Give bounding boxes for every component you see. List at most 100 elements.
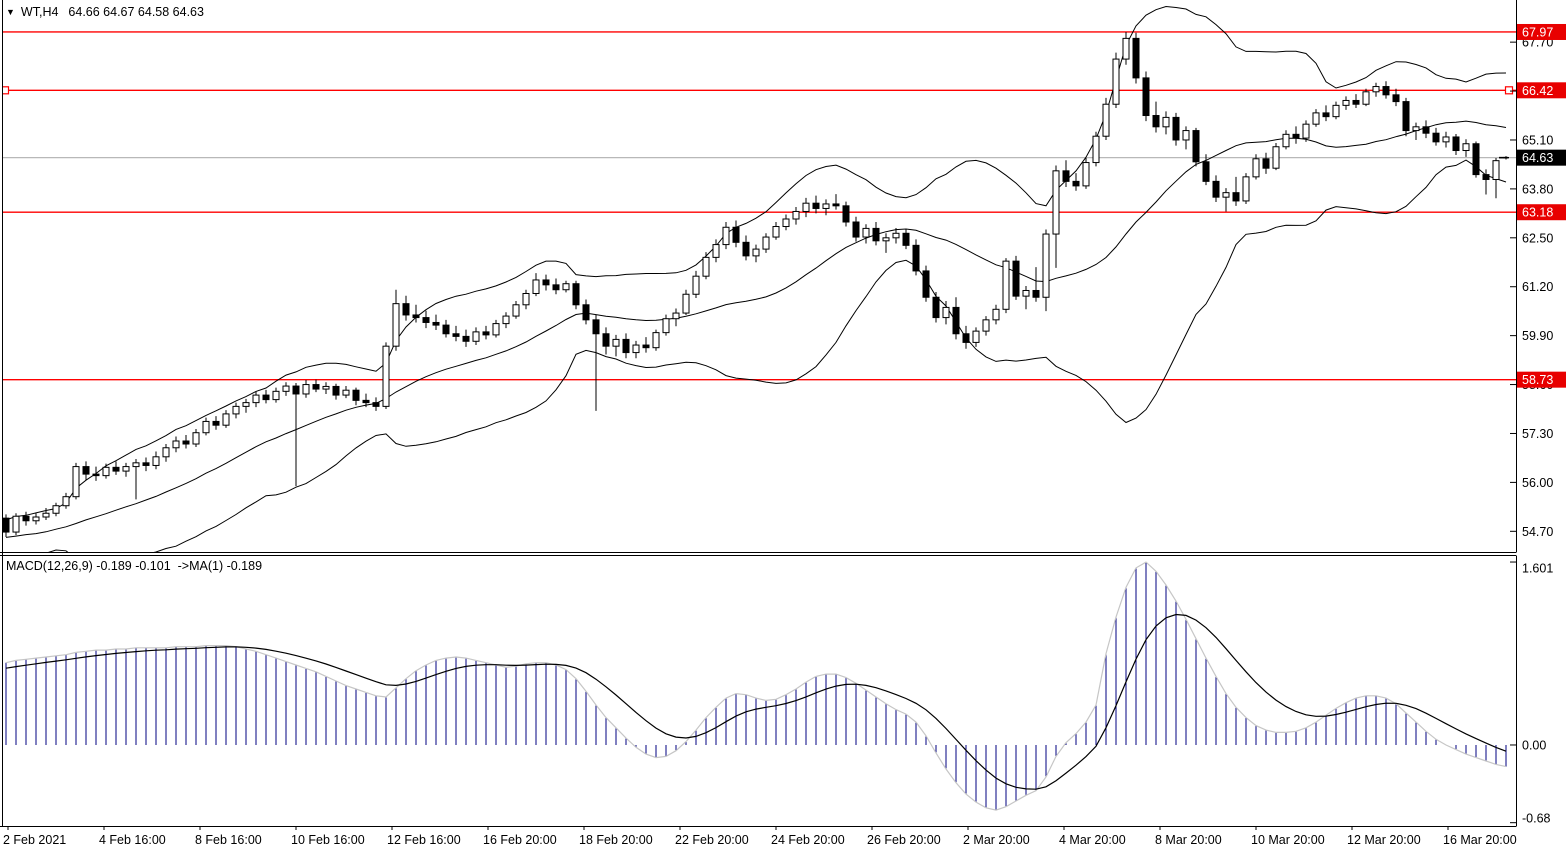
- candle-body-bull: [1242, 176, 1250, 202]
- candle-body-bear: [812, 202, 820, 209]
- candle-body-bull: [652, 332, 660, 349]
- candle-body-bull: [272, 390, 280, 401]
- candle-body-bull: [512, 304, 520, 317]
- bollinger-middle-band[interactable]: [5, 120, 1507, 538]
- candle-body-bull: [1302, 123, 1310, 139]
- main-chart-layer: [2, 5, 1516, 562]
- candle-body-bear: [1132, 37, 1140, 79]
- candle-body-bear: [1452, 136, 1460, 152]
- panel-splitter-handle[interactable]: [0, 550, 1516, 558]
- candle-body-bear: [842, 205, 850, 223]
- macd-chart-surface[interactable]: [2, 557, 1516, 826]
- candle-body-bear: [1072, 180, 1080, 187]
- candle-body-bear: [1032, 289, 1040, 298]
- macd-tick-label: 1.601: [1522, 562, 1553, 576]
- candle-body-bear: [582, 304, 590, 321]
- time-tick-label: 10 Mar 20:00: [1251, 833, 1325, 847]
- candle-body-bear: [932, 296, 940, 319]
- hline-selection-marker[interactable]: [2, 86, 10, 95]
- candle-body-bear: [572, 283, 580, 306]
- time-tick-label: 24 Feb 20:00: [771, 833, 845, 847]
- candle-body-bull: [252, 394, 260, 404]
- candle-body-bull: [892, 232, 900, 239]
- candle-body-bull: [72, 466, 80, 498]
- bollinger-lower-band[interactable]: [6, 159, 1507, 562]
- candle-body-bear: [182, 440, 190, 445]
- candle-body-bull: [302, 384, 310, 395]
- time-axis-surface[interactable]: [0, 827, 1566, 850]
- candle-body-bull: [1002, 260, 1010, 310]
- time-tick-label: 12 Mar 20:00: [1347, 833, 1421, 847]
- price-badge-label: 58.73: [1522, 373, 1553, 387]
- candle-body-bull: [992, 308, 1000, 321]
- price-tick-label: 59.90: [1522, 329, 1553, 343]
- candle-body-bear: [1422, 126, 1430, 134]
- candle-body-bull: [1412, 126, 1420, 132]
- time-tick-label: 2 Mar 20:00: [963, 833, 1030, 847]
- candle-body-bear: [732, 226, 740, 243]
- candle-body-bull: [1182, 130, 1190, 141]
- candle-body-bear: [1402, 101, 1410, 132]
- price-axis-surface[interactable]: [1517, 0, 1566, 826]
- candle-body-bear: [1292, 133, 1300, 139]
- candle-body-bear: [962, 333, 970, 343]
- candle-body-bear: [412, 314, 420, 319]
- main-chart-surface[interactable]: [2, 0, 1516, 552]
- candle-body-bull: [492, 323, 500, 336]
- candle-body-bear: [622, 338, 630, 354]
- price-badge-label: 64.63: [1522, 151, 1553, 165]
- candle-body-bull: [1102, 103, 1110, 137]
- candle-body-bull: [692, 275, 700, 295]
- candle-body-bear: [362, 399, 370, 404]
- candle-body-bear: [452, 333, 460, 337]
- candle-body-bull: [52, 505, 60, 514]
- price-tick-label: 63.80: [1522, 182, 1553, 196]
- candle-body-bull: [632, 344, 640, 354]
- candle-body-bull: [682, 293, 690, 314]
- candle-body-bull: [1362, 91, 1370, 105]
- candle-body-bear: [1192, 130, 1200, 163]
- price-badge-label: 63.18: [1522, 206, 1553, 220]
- candle-body-bear: [952, 306, 960, 335]
- candle-body-bull: [1462, 143, 1470, 152]
- candle-body-bear: [1212, 180, 1220, 198]
- price-badge: [1517, 23, 1566, 40]
- candle-body-bear: [1062, 170, 1070, 182]
- candle-body-bear: [1262, 158, 1270, 169]
- candle-body-bear: [1142, 77, 1150, 117]
- macd-main-line: [5, 561, 1507, 811]
- candle-body-bull: [1272, 146, 1280, 169]
- macd-signal-line: [5, 613, 1507, 790]
- candle-body-bull: [612, 338, 620, 347]
- candle-body-bear: [1352, 99, 1360, 105]
- candle-body-bear: [262, 394, 270, 401]
- candle-body-bear: [1432, 132, 1440, 143]
- candle-body-bear: [1232, 192, 1240, 202]
- candle-body-bear: [852, 221, 860, 238]
- candle-body-bear: [432, 321, 440, 326]
- chart-header[interactable]: ▼ WT,H4 64.66 64.67 64.58 64.63: [6, 5, 204, 19]
- price-badge: [1517, 204, 1566, 221]
- hline-selection-marker[interactable]: [1504, 86, 1514, 95]
- time-tick-label: 12 Feb 16:00: [387, 833, 461, 847]
- candle-body-bear: [542, 279, 550, 286]
- candle-body-bull: [802, 202, 810, 212]
- candle-body-bull: [1022, 289, 1030, 297]
- candle-body-bull: [792, 210, 800, 220]
- candle-body-bear: [1322, 112, 1330, 118]
- time-tick-label: 10 Feb 16:00: [291, 833, 365, 847]
- candle-body-bull: [722, 226, 730, 246]
- candle-body-bull: [762, 236, 770, 250]
- candle-body-bull: [282, 385, 290, 392]
- price-tick-label: 62.50: [1522, 231, 1553, 245]
- price-badge: [1517, 82, 1566, 99]
- symbol-period-label: WT,H4: [20, 5, 59, 19]
- chart-menu-icon[interactable]: ▼: [6, 7, 15, 17]
- candle-body-bull: [1122, 37, 1130, 60]
- candle-body-bull: [662, 318, 670, 334]
- price-tick-label: 54.70: [1522, 525, 1553, 539]
- candle-body-bear: [22, 515, 30, 522]
- candle-body-bull: [192, 432, 200, 445]
- candle-body-bull: [1082, 162, 1090, 187]
